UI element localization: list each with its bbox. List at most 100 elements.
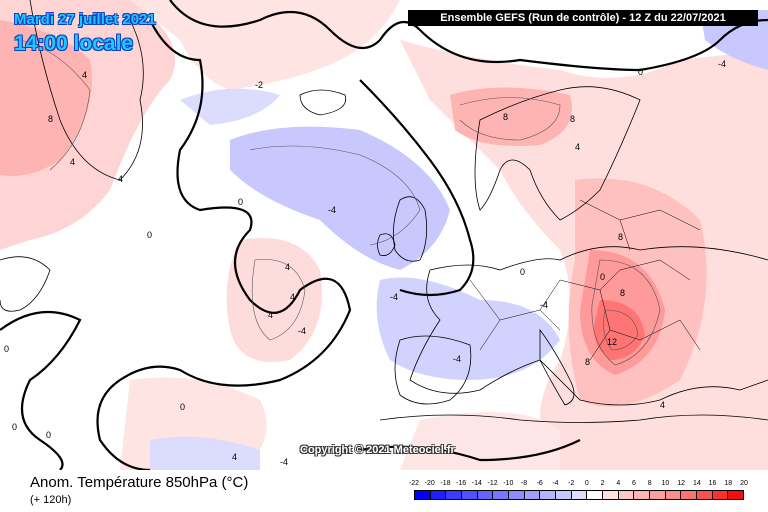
coast-greenland xyxy=(29,0,144,181)
colorbar-swatch xyxy=(430,491,447,499)
colorbar-swatch xyxy=(477,491,494,499)
warm-core-greenland xyxy=(0,20,92,176)
colorbar-tick-label: -22 xyxy=(408,480,420,487)
coast-europe xyxy=(409,246,768,406)
hot-core-balkans xyxy=(594,300,645,360)
colorbar-tick-label: 16 xyxy=(708,480,717,487)
colorbar-tick-label: 20 xyxy=(740,480,748,487)
colorbar-tick-label: 10 xyxy=(661,480,670,487)
zero-contour-east xyxy=(419,18,768,72)
isoline-label: -4 xyxy=(328,205,336,215)
model-run-header: Ensemble GEFS (Run de contrôle) - 12 Z d… xyxy=(408,10,758,26)
isoline-label: 8 xyxy=(618,232,623,242)
isoline-label: -2 xyxy=(255,80,263,90)
coast-iberia xyxy=(394,335,472,405)
isoline-label: 4 xyxy=(290,292,295,302)
isoline-8-scandinavia xyxy=(459,97,561,141)
warm-area-south xyxy=(400,412,560,470)
isoline-label: 4 xyxy=(285,262,290,272)
zero-contour-southwest xyxy=(0,310,82,470)
colorbar-swatch xyxy=(681,491,698,499)
colorbar-tick-label: 8 xyxy=(647,480,652,487)
colorbar-tick-label: -16 xyxy=(456,480,467,487)
forecast-local-time: 14:00 locale xyxy=(14,32,134,55)
colorbar-tick-label: -14 xyxy=(471,480,482,487)
variable-title: Anom. Température 850hPa (°C) xyxy=(30,474,249,491)
isoline-label: 4 xyxy=(118,174,123,184)
colorbar-swatch xyxy=(650,491,666,499)
isoline-label: 12 xyxy=(607,337,617,347)
colorbar-tick-label: 12 xyxy=(677,480,686,487)
coast-italy xyxy=(539,328,575,406)
colorbar-swatch xyxy=(524,491,541,499)
coast-africa xyxy=(379,414,768,423)
isoline-label: 4 xyxy=(660,400,665,410)
isoline-4-atlantic xyxy=(251,259,306,341)
colorbar-tick-label: -10 xyxy=(503,480,514,487)
colorbar xyxy=(414,490,744,500)
colorbar-tick-label: -2 xyxy=(568,480,575,487)
zero-contour-central xyxy=(359,79,475,297)
colorbar-tick-label: -18 xyxy=(440,480,451,487)
isoline-4-greenland xyxy=(19,39,91,171)
isoline-label: 4 xyxy=(70,157,75,167)
colorbar-tick-label: -12 xyxy=(487,480,498,487)
isoline-label: 8 xyxy=(585,357,590,367)
colorbar-labels: -22 -20 -18 -16 -14 -12 -10 -8 -6 -4 -2 0 2 4 6 8 10 12 14… xyxy=(409,480,748,490)
isoline-label: 8 xyxy=(570,114,575,124)
colorbar-swatch xyxy=(462,491,478,499)
colorbar-swatch xyxy=(587,491,604,499)
isoline-label: 0 xyxy=(238,197,243,207)
colorbar-swatch xyxy=(509,491,525,499)
isoline-label: 4 xyxy=(268,310,273,320)
colorbar-tick-label: 6 xyxy=(632,480,636,487)
isoline-label: 8 xyxy=(620,288,625,298)
colorbar-swatch xyxy=(493,491,510,499)
isoline-label: 0 xyxy=(520,267,525,277)
coast-britain xyxy=(392,196,428,262)
colorbar-tick-label: -20 xyxy=(424,480,435,487)
map-footer: Anom. Température 850hPa (°C) (+ 120h) -… xyxy=(0,470,768,512)
isoline-label: 8 xyxy=(48,114,53,124)
isoline-label: -4 xyxy=(540,300,548,310)
isoline-label: 0 xyxy=(12,422,17,432)
coast-iceland xyxy=(299,89,347,116)
colorbar-swatch xyxy=(571,491,588,499)
colorbar-swatch xyxy=(556,491,572,499)
colorbar-tick-label: 4 xyxy=(616,480,621,487)
lead-time: (+ 120h) xyxy=(30,494,72,506)
isoline-label: 0 xyxy=(180,402,185,412)
cold-area-atlantic-south xyxy=(150,436,260,470)
colorbar-swatch xyxy=(712,491,729,499)
isoline-label: 8 xyxy=(503,112,508,122)
borders-europe xyxy=(469,199,701,361)
colorbar-swatch xyxy=(540,491,557,499)
zero-contour-north xyxy=(169,0,421,50)
isoline-label: 4 xyxy=(232,452,237,462)
isoline-label: 0 xyxy=(46,430,51,440)
zero-contour-mediterranean xyxy=(359,439,581,462)
isoline-label: 0 xyxy=(638,67,643,77)
colorbar-swatch xyxy=(618,491,635,499)
colorbar-tick-label: -4 xyxy=(552,480,559,487)
coast-scandinavia xyxy=(474,86,641,221)
isoline-12-balkans xyxy=(603,309,639,351)
isoline-label: 4 xyxy=(575,142,580,152)
colorbar-tick-label: 18 xyxy=(724,480,733,487)
isoline-8-balkans xyxy=(591,259,661,366)
colorbar-swatch xyxy=(697,491,713,499)
coast-ireland xyxy=(377,233,396,256)
colorbar-tick-label: -6 xyxy=(536,480,543,487)
cold-area-north-sea xyxy=(230,126,450,271)
cold-area-france xyxy=(376,277,560,380)
isoline-label: 0 xyxy=(147,230,152,240)
isoline-label: -4 xyxy=(298,326,306,336)
colorbar-swatch xyxy=(728,491,744,499)
colorbar-tick-label: -8 xyxy=(520,480,528,487)
colorbar-tick-label: 2 xyxy=(600,480,605,487)
copyright-notice: Copyright © 2021 Meteociel.fr xyxy=(300,444,455,456)
colorbar-swatch xyxy=(603,491,619,499)
isoline-label: -4 xyxy=(718,59,726,69)
colorbar-swatch xyxy=(446,491,463,499)
colorbar-swatch xyxy=(634,491,651,499)
